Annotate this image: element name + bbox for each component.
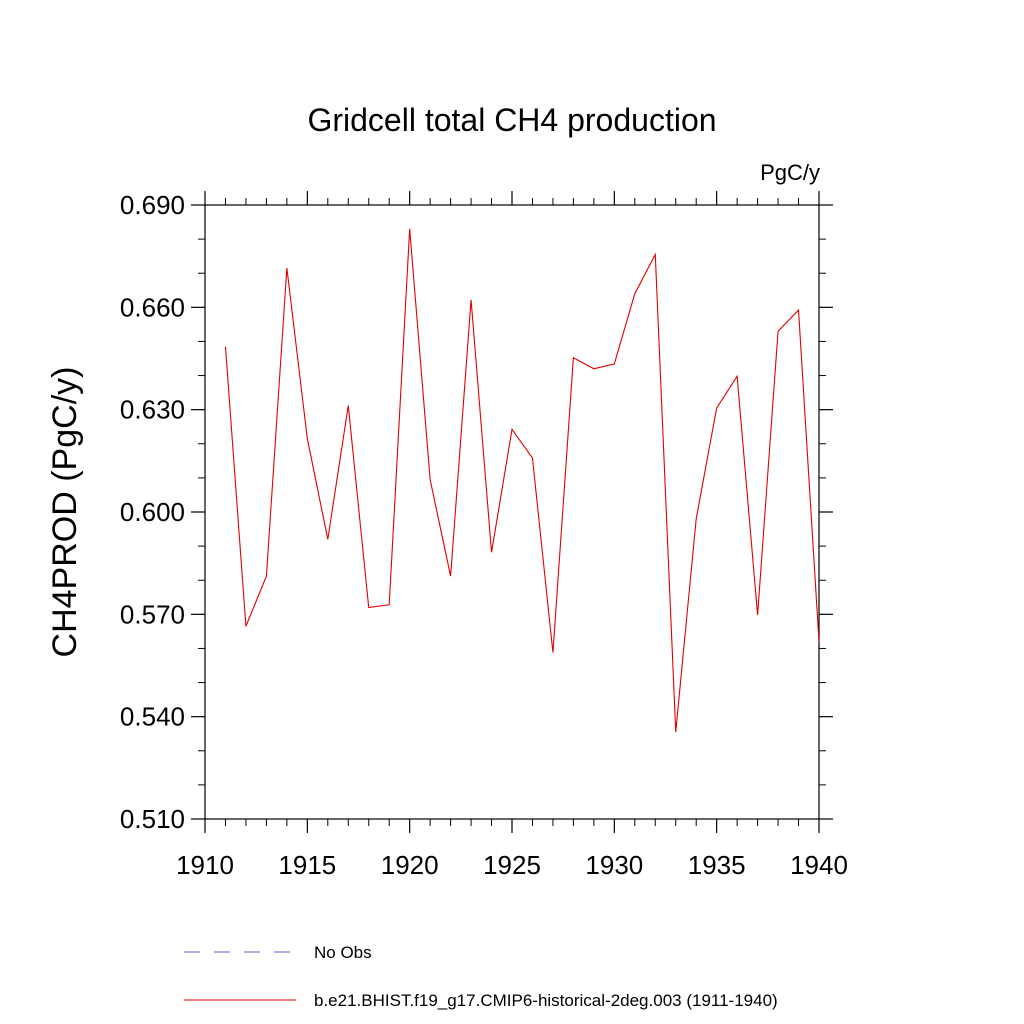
y-axis-label: CH4PROD (PgC/y) xyxy=(46,367,84,658)
x-tick-label: 1920 xyxy=(381,850,439,880)
series-group xyxy=(224,228,820,733)
y-tick-label: 0.600 xyxy=(120,497,185,527)
y-tick-label: 0.660 xyxy=(120,292,185,322)
x-tick-label: 1940 xyxy=(790,850,848,880)
axis-ticks xyxy=(191,191,833,833)
x-tick-label: 1915 xyxy=(278,850,336,880)
x-tick-label: 1910 xyxy=(176,850,234,880)
y-tick-label: 0.510 xyxy=(120,804,185,834)
y-tick-label: 0.630 xyxy=(120,395,185,425)
chart-title: Gridcell total CH4 production xyxy=(307,102,716,138)
y-tick-label: 0.570 xyxy=(120,599,185,629)
y-tick-label: 0.540 xyxy=(120,702,185,732)
y-tick-label: 0.690 xyxy=(120,190,185,220)
legend-entry-label: No Obs xyxy=(314,943,372,962)
axis-tick-labels: 1910 1915 1920 1925 1930 1935 1940 0.510 0.540 0.… xyxy=(120,190,848,880)
x-tick-label: 1935 xyxy=(688,850,746,880)
plot-frame xyxy=(204,204,820,820)
x-tick-label: 1930 xyxy=(585,850,643,880)
legend: No Obs b.e21.BHIST.f19_g17.CMIP6-historic… xyxy=(184,943,778,1010)
legend-entry-label: b.e21.BHIST.f19_g17.CMIP6-historical-2de… xyxy=(314,991,778,1010)
x-tick-label: 1925 xyxy=(483,850,541,880)
units-label: PgC/y xyxy=(760,160,820,185)
series-line xyxy=(224,228,820,733)
